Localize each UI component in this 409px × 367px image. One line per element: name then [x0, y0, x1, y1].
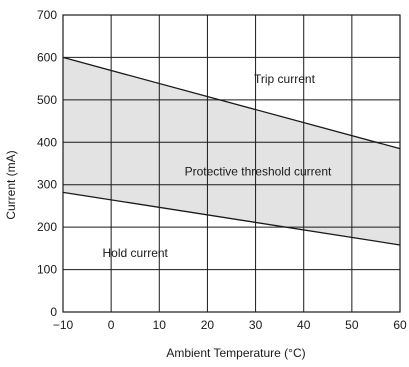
trip-current-line — [62, 56, 401, 150]
x-tick-label: −10 — [53, 318, 74, 332]
y-tick-label: 200 — [37, 220, 57, 234]
y-tick-label: 600 — [37, 50, 57, 64]
y-tick-label: 400 — [37, 135, 57, 149]
x-tick-label: 20 — [201, 318, 215, 332]
protective-band — [63, 57, 400, 245]
x-tick-label: 10 — [153, 318, 167, 332]
hold-current-line — [62, 191, 401, 246]
x-axis-label: Ambient Temperature (°C) — [166, 346, 305, 360]
y-tick-label: 500 — [37, 93, 57, 107]
x-tick-label: 50 — [345, 318, 359, 332]
hold-current-annotation: Hold current — [103, 246, 169, 260]
y-tick-label: 100 — [37, 263, 57, 277]
y-tick-label: 0 — [50, 305, 57, 319]
y-tick-label: 700 — [37, 8, 57, 22]
y-tick-label: 300 — [37, 178, 57, 192]
protective-threshold-current-annotation: Protective threshold current — [185, 164, 332, 178]
x-tick-label: 60 — [393, 318, 407, 332]
x-tick-label: 40 — [297, 318, 311, 332]
x-tick-label: 0 — [108, 318, 115, 332]
trip-current-annotation: Trip current — [254, 72, 316, 86]
plot-frame — [62, 14, 401, 313]
x-tick-label: 30 — [249, 318, 263, 332]
y-axis-label: Current (mA) — [4, 150, 18, 219]
